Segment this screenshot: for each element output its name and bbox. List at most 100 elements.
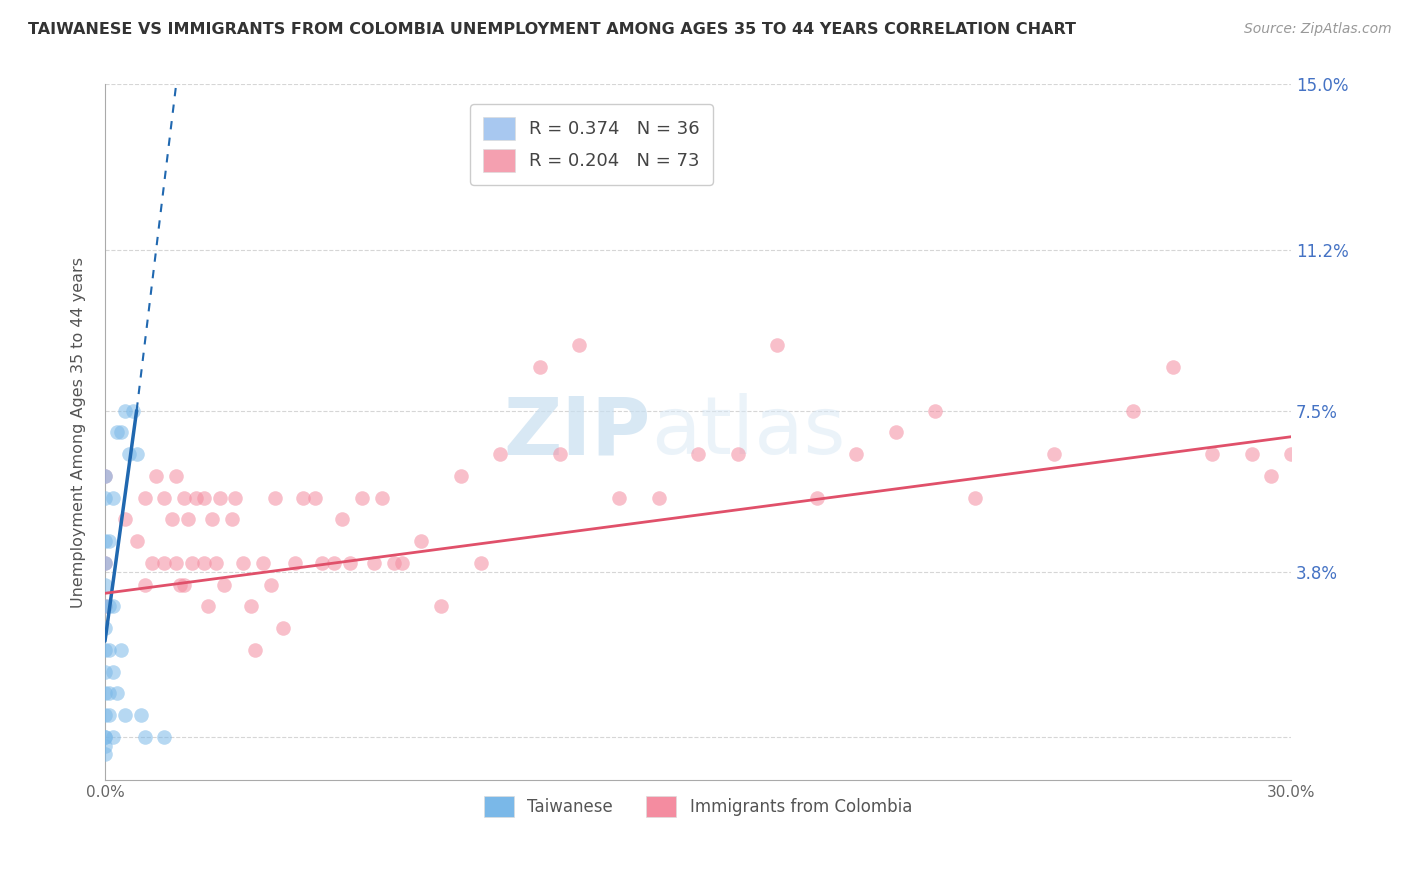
Point xyxy=(884,425,907,440)
Point xyxy=(245,643,267,657)
Point xyxy=(105,686,128,700)
Point xyxy=(110,425,132,440)
Point xyxy=(94,534,117,549)
Point xyxy=(271,621,294,635)
Point xyxy=(177,512,200,526)
Point xyxy=(193,491,215,505)
Point xyxy=(548,447,571,461)
Point xyxy=(97,599,120,614)
Point xyxy=(529,360,551,375)
Point xyxy=(134,577,156,591)
Point xyxy=(339,556,361,570)
Point xyxy=(1240,447,1263,461)
Point xyxy=(105,425,128,440)
Point xyxy=(845,447,868,461)
Point xyxy=(766,338,789,352)
Point xyxy=(181,556,204,570)
Point xyxy=(330,512,353,526)
Point xyxy=(391,556,413,570)
Point xyxy=(94,491,117,505)
Point xyxy=(121,403,143,417)
Point xyxy=(212,577,235,591)
Point xyxy=(323,556,346,570)
Point xyxy=(160,512,183,526)
Point xyxy=(204,556,226,570)
Legend: Taiwanese, Immigrants from Colombia: Taiwanese, Immigrants from Colombia xyxy=(478,789,920,824)
Point xyxy=(118,447,141,461)
Point xyxy=(1201,447,1223,461)
Point xyxy=(450,468,472,483)
Point xyxy=(470,556,492,570)
Point xyxy=(94,730,117,744)
Point xyxy=(153,556,176,570)
Point xyxy=(727,447,749,461)
Point xyxy=(94,747,117,762)
Point xyxy=(141,556,163,570)
Point xyxy=(97,643,120,657)
Point xyxy=(94,577,117,591)
Point xyxy=(1279,447,1302,461)
Point xyxy=(94,730,117,744)
Point xyxy=(97,534,120,549)
Point xyxy=(101,491,124,505)
Point xyxy=(153,491,176,505)
Point xyxy=(260,577,283,591)
Point xyxy=(110,643,132,657)
Point xyxy=(101,665,124,679)
Point xyxy=(240,599,263,614)
Point xyxy=(430,599,453,614)
Point xyxy=(1122,403,1144,417)
Point xyxy=(125,447,148,461)
Point xyxy=(1260,468,1282,483)
Point xyxy=(304,491,326,505)
Point xyxy=(201,512,224,526)
Text: ZIP: ZIP xyxy=(503,393,651,471)
Point xyxy=(208,491,231,505)
Point xyxy=(291,491,314,505)
Point xyxy=(169,577,191,591)
Point xyxy=(197,599,219,614)
Point xyxy=(114,403,136,417)
Point xyxy=(252,556,274,570)
Point xyxy=(114,708,136,723)
Point xyxy=(94,739,117,753)
Y-axis label: Unemployment Among Ages 35 to 44 years: Unemployment Among Ages 35 to 44 years xyxy=(72,257,86,607)
Point xyxy=(94,621,117,635)
Point xyxy=(568,338,591,352)
Point xyxy=(94,708,117,723)
Point xyxy=(125,534,148,549)
Point xyxy=(134,730,156,744)
Point xyxy=(165,468,187,483)
Text: Source: ZipAtlas.com: Source: ZipAtlas.com xyxy=(1244,22,1392,37)
Point xyxy=(193,556,215,570)
Point xyxy=(371,491,394,505)
Point xyxy=(184,491,207,505)
Point xyxy=(411,534,433,549)
Point xyxy=(607,491,630,505)
Point xyxy=(224,491,246,505)
Point xyxy=(924,403,946,417)
Point xyxy=(382,556,405,570)
Point xyxy=(94,468,117,483)
Point xyxy=(94,599,117,614)
Point xyxy=(963,491,986,505)
Point xyxy=(232,556,254,570)
Point xyxy=(134,491,156,505)
Point xyxy=(114,512,136,526)
Point xyxy=(97,686,120,700)
Point xyxy=(806,491,828,505)
Point xyxy=(1161,360,1184,375)
Point xyxy=(284,556,307,570)
Point xyxy=(94,665,117,679)
Point xyxy=(173,577,195,591)
Point xyxy=(94,686,117,700)
Point xyxy=(94,468,117,483)
Point xyxy=(363,556,385,570)
Point xyxy=(153,730,176,744)
Point xyxy=(101,599,124,614)
Point xyxy=(165,556,187,570)
Text: TAIWANESE VS IMMIGRANTS FROM COLOMBIA UNEMPLOYMENT AMONG AGES 35 TO 44 YEARS COR: TAIWANESE VS IMMIGRANTS FROM COLOMBIA UN… xyxy=(28,22,1076,37)
Point xyxy=(94,556,117,570)
Point xyxy=(350,491,373,505)
Point xyxy=(145,468,167,483)
